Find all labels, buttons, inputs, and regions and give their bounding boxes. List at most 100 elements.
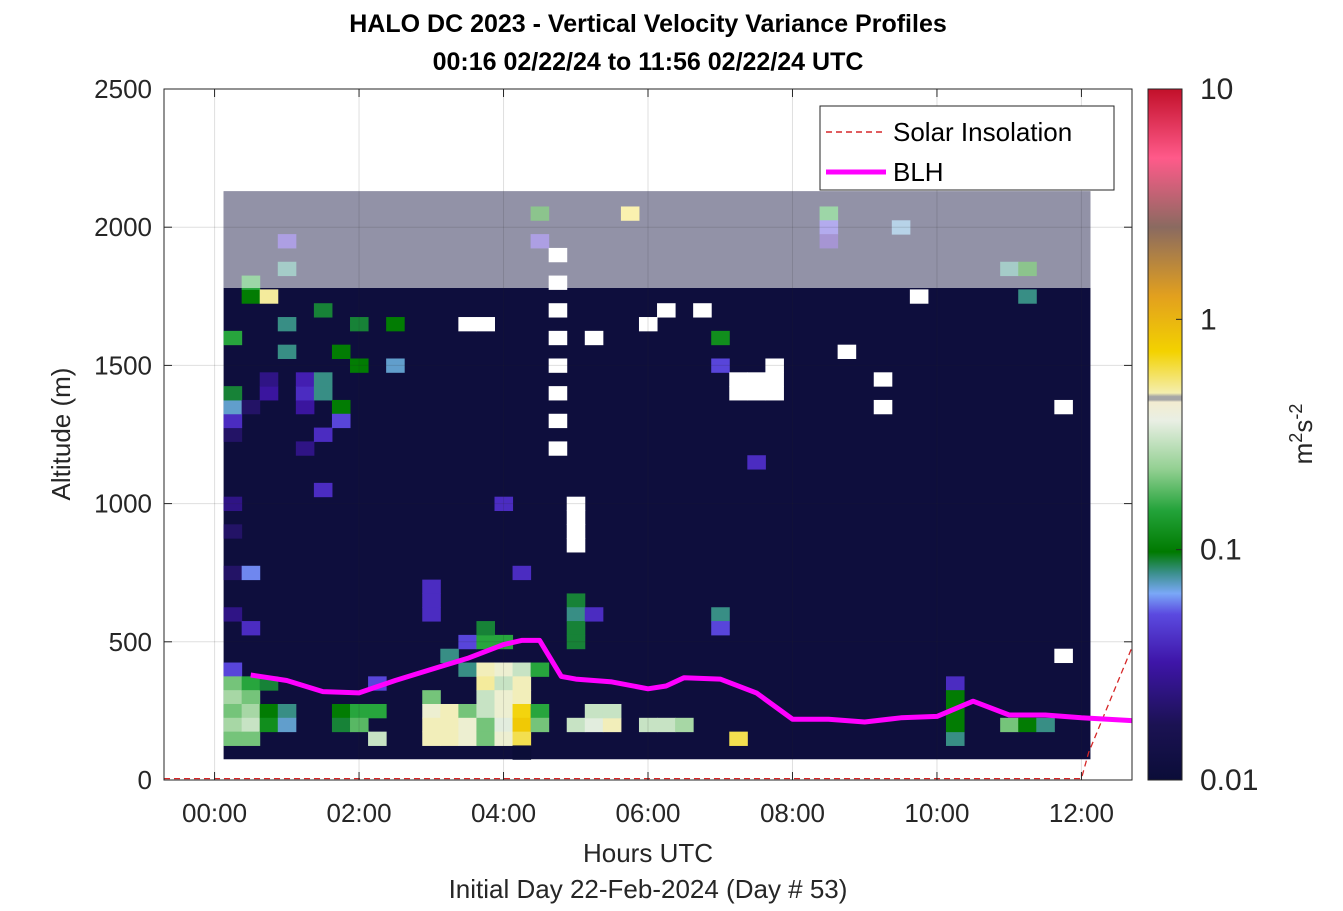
heatmap-cell bbox=[566, 593, 586, 608]
heatmap-cell bbox=[711, 621, 730, 636]
heatmap-cell bbox=[476, 717, 495, 733]
heatmap-cell bbox=[945, 731, 965, 746]
y-axis-ticks: 0 500 1000 1500 2000 2500 bbox=[94, 74, 1132, 795]
heatmap-cell bbox=[566, 607, 586, 622]
heatmap-cell bbox=[440, 648, 459, 664]
heatmap-cell bbox=[241, 289, 261, 304]
heatmap-cell bbox=[223, 496, 243, 512]
heatmap-cell bbox=[241, 690, 261, 705]
heatmap-missing-cell bbox=[458, 317, 477, 332]
heatmap-cell bbox=[476, 621, 495, 636]
heatmap-cell bbox=[241, 621, 261, 636]
heatmap-cell bbox=[223, 427, 243, 442]
heatmap-cell bbox=[422, 717, 441, 733]
heatmap-cell bbox=[241, 565, 261, 581]
heatmap-cell bbox=[512, 565, 532, 581]
heatmap-cell bbox=[530, 703, 550, 719]
heatmap-cell bbox=[223, 330, 243, 346]
y-tick-label: 1000 bbox=[94, 489, 152, 519]
heatmap-missing-cell bbox=[638, 317, 658, 332]
heatmap-cell bbox=[223, 703, 243, 719]
heatmap-cell bbox=[386, 358, 405, 373]
heatmap-cell bbox=[331, 413, 351, 429]
heatmap-cell bbox=[422, 579, 441, 594]
y-axis-label: Altitude (m) bbox=[46, 368, 76, 501]
heatmap-cell bbox=[422, 690, 441, 705]
heatmap-cell bbox=[277, 703, 297, 719]
heatmap-cell bbox=[440, 703, 459, 719]
heatmap-cell bbox=[1018, 717, 1037, 733]
heatmap-cell bbox=[223, 731, 243, 746]
heatmap-cell bbox=[295, 372, 315, 387]
heatmap-missing-cell bbox=[765, 386, 784, 401]
heatmap-cell bbox=[241, 703, 261, 719]
heatmap-cell bbox=[277, 317, 297, 332]
heatmap-cell bbox=[512, 745, 532, 760]
heatmap-cell bbox=[368, 703, 387, 719]
heatmap-cell bbox=[945, 717, 965, 733]
heatmap-cell bbox=[440, 717, 459, 733]
x-tick-label: 00:00 bbox=[182, 798, 247, 828]
heatmap-cell bbox=[945, 690, 965, 705]
heatmap-missing-cell bbox=[1054, 648, 1073, 664]
heatmap-missing-cell bbox=[729, 386, 748, 401]
heatmap-cell bbox=[223, 386, 243, 401]
heatmap-cell bbox=[512, 731, 532, 746]
heatmap-cell bbox=[422, 593, 441, 608]
heatmap-cell bbox=[295, 386, 315, 401]
heatmap-cell bbox=[602, 717, 622, 733]
heatmap-cell bbox=[675, 717, 694, 733]
heatmap-cell bbox=[350, 703, 369, 719]
heatmap-cell bbox=[494, 496, 514, 512]
heatmap-cell bbox=[458, 634, 477, 650]
x-axis-note: Initial Day 22-Feb-2024 (Day # 53) bbox=[448, 874, 848, 904]
chart-subtitle: 00:16 02/22/24 to 11:56 02/22/24 UTC bbox=[432, 48, 864, 76]
heatmap-cell bbox=[584, 703, 604, 719]
x-tick-label: 12:00 bbox=[1049, 798, 1114, 828]
heatmap-cell bbox=[584, 607, 604, 622]
heatmap-cell bbox=[638, 717, 658, 733]
colorbar-ticks: 0.01 0.1 1 10 bbox=[1176, 73, 1258, 797]
heatmap-cell bbox=[476, 690, 495, 705]
heatmap-cell bbox=[223, 607, 243, 622]
y-tick-label: 2500 bbox=[94, 74, 152, 104]
heatmap-missing-cell bbox=[729, 372, 748, 387]
heatmap-missing-cell bbox=[548, 413, 568, 429]
heatmap-cell bbox=[313, 386, 333, 401]
heatmap-cell bbox=[657, 717, 676, 733]
heatmap-cell bbox=[458, 731, 477, 746]
heatmap-cell bbox=[945, 676, 965, 691]
heatmap-cell bbox=[422, 607, 441, 622]
heatmap-cell bbox=[566, 621, 586, 636]
heatmap-cell bbox=[313, 303, 333, 318]
heatmap-cell bbox=[422, 703, 441, 719]
heatmap-cell bbox=[277, 717, 297, 733]
y-tick-label: 1500 bbox=[94, 350, 152, 380]
heatmap-cell bbox=[331, 344, 351, 359]
heatmap-cell bbox=[602, 703, 622, 719]
heatmap-missing-cell bbox=[566, 496, 586, 512]
y-tick-label: 2000 bbox=[94, 212, 152, 242]
x-tick-label: 08:00 bbox=[760, 798, 825, 828]
heatmap-cell bbox=[512, 703, 532, 719]
heatmap-cell bbox=[259, 717, 279, 733]
heatmap-cell bbox=[422, 731, 441, 746]
x-tick-label: 10:00 bbox=[904, 798, 969, 828]
x-axis-label: Hours UTC bbox=[582, 838, 713, 868]
heatmap-missing-cell bbox=[548, 441, 568, 456]
heatmap-cell bbox=[295, 441, 315, 456]
heatmap-cell bbox=[259, 372, 279, 387]
legend: Solar Insolation BLH bbox=[819, 105, 1115, 191]
heatmap-cell bbox=[512, 676, 532, 691]
heatmap-missing-cell bbox=[747, 386, 766, 401]
heatmap-cell bbox=[350, 358, 369, 373]
heatmap-cell bbox=[331, 717, 351, 733]
heatmap-missing-cell bbox=[693, 303, 712, 318]
x-tick-label: 06:00 bbox=[615, 798, 680, 828]
heatmap-cell bbox=[223, 413, 243, 429]
series-lines bbox=[164, 637, 1133, 780]
heatmap-missing-cell bbox=[584, 330, 604, 346]
heatmap-cell bbox=[729, 731, 748, 746]
heatmap-cell bbox=[530, 717, 550, 733]
heatmap-cell bbox=[223, 676, 243, 691]
